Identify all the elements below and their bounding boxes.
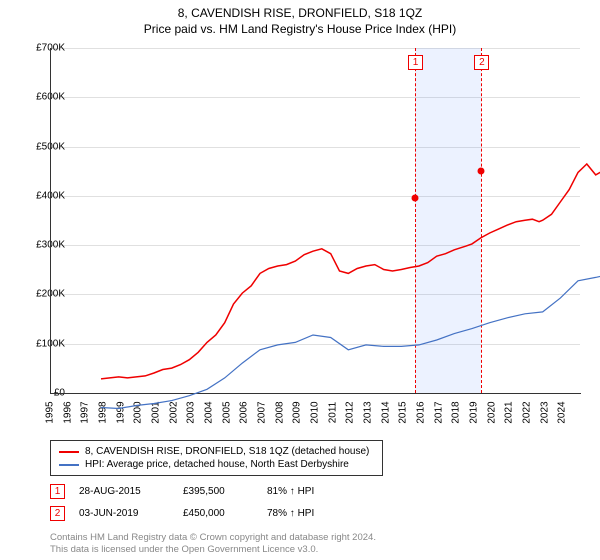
- legend-swatch-red: [59, 451, 79, 453]
- page-subtitle: Price paid vs. HM Land Registry's House …: [0, 22, 600, 36]
- event-badge-2[interactable]: 2: [50, 506, 65, 521]
- series-svg: [101, 96, 600, 441]
- legend-item-price-paid: 8, CAVENDISH RISE, DRONFIELD, S18 1QZ (d…: [59, 445, 374, 458]
- legend-swatch-blue: [59, 464, 79, 466]
- footnote: Contains HM Land Registry data © Crown c…: [50, 532, 376, 557]
- page-title: 8, CAVENDISH RISE, DRONFIELD, S18 1QZ: [0, 6, 600, 20]
- legend-item-hpi: HPI: Average price, detached house, Nort…: [59, 458, 374, 471]
- event-info-row-2: 2 03-JUN-2019 £450,000 78% ↑ HPI: [50, 506, 314, 521]
- event-date: 03-JUN-2019: [79, 508, 169, 519]
- event-info-row-1: 1 28-AUG-2015 £395,500 81% ↑ HPI: [50, 484, 314, 499]
- series-line-price_paid: [101, 143, 600, 379]
- event-price: £395,500: [183, 486, 253, 497]
- footnote-line: This data is licensed under the Open Gov…: [50, 544, 376, 556]
- xtick-label: 1997: [80, 398, 91, 428]
- event-hpi-pct: 78% ↑ HPI: [267, 508, 314, 519]
- chart-container: 8, CAVENDISH RISE, DRONFIELD, S18 1QZ Pr…: [0, 0, 600, 560]
- event-price: £450,000: [183, 508, 253, 519]
- footnote-line: Contains HM Land Registry data © Crown c…: [50, 532, 376, 544]
- event-date: 28-AUG-2015: [79, 486, 169, 497]
- event-hpi-pct: 81% ↑ HPI: [267, 486, 314, 497]
- xtick-label: 1995: [45, 398, 56, 428]
- event-marker-dot: [478, 168, 485, 175]
- xtick-label: 1996: [62, 398, 73, 428]
- legend: 8, CAVENDISH RISE, DRONFIELD, S18 1QZ (d…: [50, 440, 383, 476]
- event-marker-dot: [411, 195, 418, 202]
- title-block: 8, CAVENDISH RISE, DRONFIELD, S18 1QZ Pr…: [0, 0, 600, 36]
- series-line-hpi: [101, 269, 600, 409]
- legend-label: HPI: Average price, detached house, Nort…: [85, 459, 349, 470]
- event-badge-1[interactable]: 1: [50, 484, 65, 499]
- plot-area: [50, 48, 581, 394]
- legend-label: 8, CAVENDISH RISE, DRONFIELD, S18 1QZ (d…: [85, 446, 369, 457]
